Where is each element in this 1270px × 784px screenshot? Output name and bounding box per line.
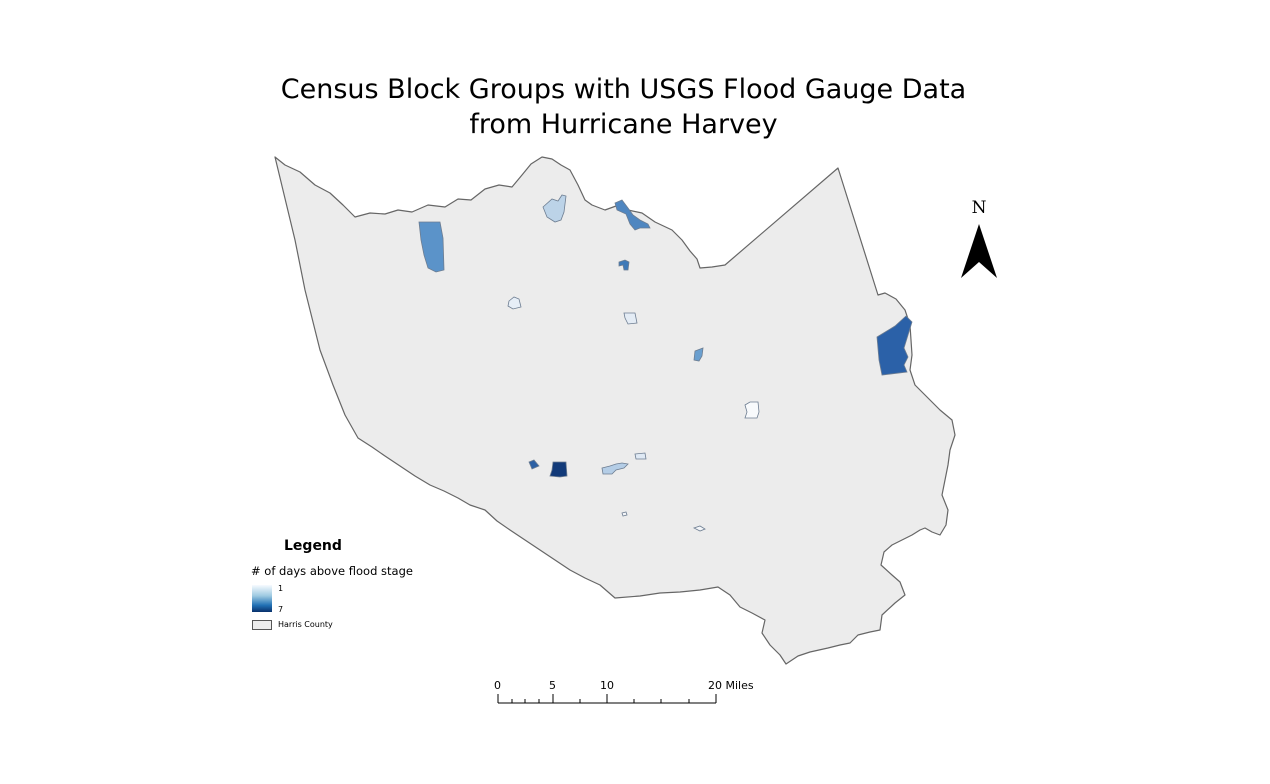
- scale-label-20-miles: 20 Miles: [708, 679, 754, 692]
- map-title: Census Block Groups with USGS Flood Gaug…: [0, 72, 1247, 142]
- block-group-south-tiny[interactable]: [621, 511, 628, 517]
- legend-color-ramp: [252, 585, 272, 612]
- north-label: N: [971, 198, 987, 218]
- block-group-east-center[interactable]: [744, 401, 760, 419]
- scale-label-10: 10: [600, 679, 614, 692]
- block-group-south-central[interactable]: [601, 462, 629, 475]
- block-group-east-border[interactable]: [876, 315, 913, 376]
- legend-title: Legend: [284, 538, 342, 554]
- block-group-central-east[interactable]: [693, 347, 704, 362]
- legend-county-label: Harris County: [278, 620, 333, 629]
- block-group-southwest-small[interactable]: [528, 459, 540, 470]
- block-group-north-small[interactable]: [618, 259, 630, 271]
- map-title-line-1: Census Block Groups with USGS Flood Gaug…: [280, 74, 967, 105]
- north-arrow-icon: [961, 224, 997, 278]
- block-group-central[interactable]: [623, 312, 638, 325]
- block-group-north-channel[interactable]: [614, 199, 651, 231]
- legend-county-swatch: [252, 620, 272, 630]
- legend-ramp-min: 1: [278, 584, 284, 593]
- scale-bar: [497, 694, 717, 704]
- map-title-line-2: from Hurricane Harvey: [469, 109, 778, 140]
- block-group-south-small[interactable]: [634, 452, 647, 460]
- block-group-north-central[interactable]: [542, 194, 567, 223]
- legend: Legend # of days above flood stage 1 7 H…: [250, 538, 450, 638]
- legend-field-label: # of days above flood stage: [251, 564, 413, 578]
- scale-label-5: 5: [549, 679, 556, 692]
- harris-county-polygon: [274, 156, 956, 665]
- block-group-northwest[interactable]: [418, 221, 445, 273]
- block-group-south-east[interactable]: [692, 525, 706, 532]
- scale-label-0: 0: [494, 679, 501, 692]
- legend-ramp-max: 7: [278, 605, 284, 614]
- block-group-west-small[interactable]: [507, 296, 522, 310]
- block-group-southwest-dark[interactable]: [549, 461, 568, 478]
